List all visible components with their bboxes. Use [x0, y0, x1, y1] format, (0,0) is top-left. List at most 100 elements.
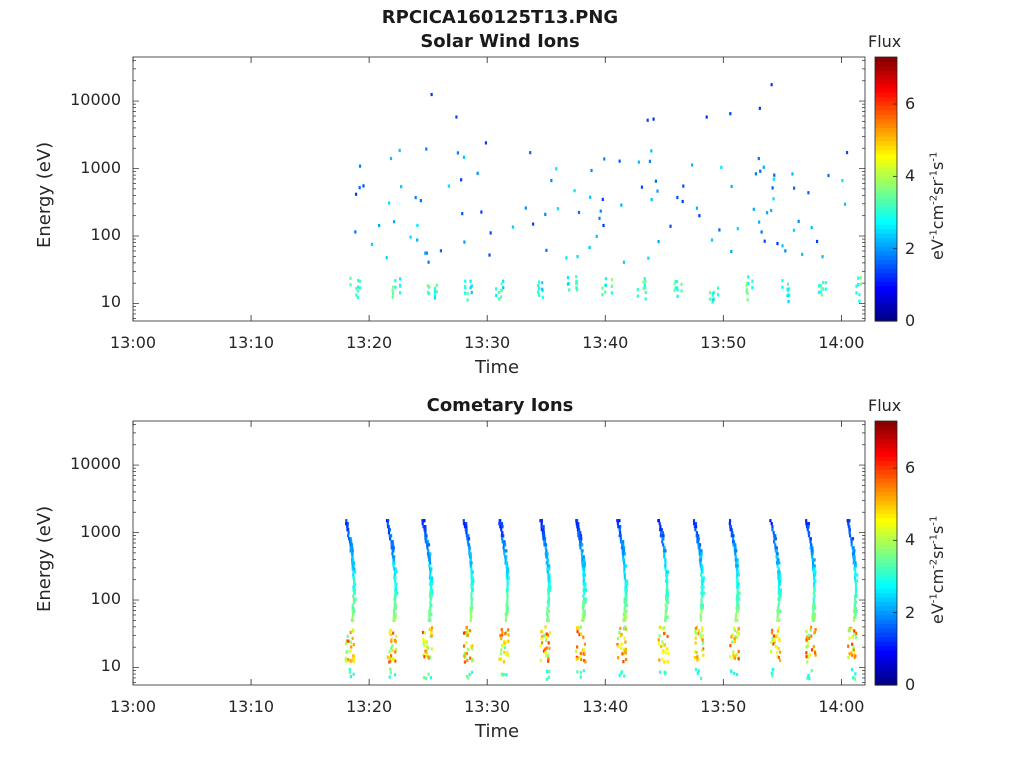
panel2-ci-sweep-cell	[699, 564, 702, 568]
panel1-sw-band-cell	[680, 289, 683, 293]
panel2-ci-sweep-cell	[578, 537, 582, 541]
panel1-sw-sparse-cell	[650, 197, 653, 202]
panel1-sw-sparse-cell	[573, 189, 576, 193]
panel1-ytick-label: 10	[100, 292, 121, 312]
panel2-ci-sweep-cell	[666, 573, 669, 577]
panel1-sw-band-cell	[575, 286, 578, 290]
panel2-ci-sweep-cell	[502, 546, 505, 550]
panel2-ci-sweep-cell	[387, 525, 390, 529]
panel2-ci-tail-cell	[545, 677, 548, 681]
panel2-ci-sweep-cell	[391, 546, 394, 550]
panel2-ci-sweep-cell	[623, 597, 626, 601]
panel1-sw-sparse-cell	[698, 214, 701, 218]
panel1-colorbar-band	[875, 114, 897, 120]
panel2-ci-sweep-cell	[547, 594, 550, 598]
panel2-colorbar-band	[875, 654, 897, 660]
panel2-ci-band-cell	[624, 640, 627, 644]
panel2-ci-band-cell	[659, 644, 663, 649]
panel2-colorbar-band	[875, 544, 897, 550]
panel2-ci-band-cell	[701, 648, 704, 652]
panel2-ci-sweep-cell	[619, 531, 622, 535]
panel2-ci-band-cell	[771, 628, 774, 632]
panel2-ci-sweep-cell	[736, 573, 739, 577]
panel1-sw-band-cell	[676, 294, 679, 298]
panel1-ytick-label: 100	[90, 225, 121, 244]
panel1-sw-band-cell	[568, 281, 571, 286]
panel2-ci-band-cell	[848, 627, 851, 631]
panel1-sw-band-cell	[394, 279, 397, 283]
panel2-ci-sweep-cell	[623, 600, 626, 604]
panel1-sw-band-cell	[359, 286, 362, 290]
panel2-ci-band-cell	[701, 634, 704, 638]
panel2-ci-sweep-cell	[728, 522, 731, 526]
panel2-ci-sweep-cell	[774, 537, 777, 541]
panel2-ci-sweep-cell	[462, 519, 465, 523]
panel2-ci-sweep-cell	[736, 558, 739, 562]
panel2-ci-band-cell	[776, 650, 779, 655]
panel2-ci-sweep-cell	[624, 600, 628, 604]
panel2-ci-band-cell	[661, 657, 664, 661]
panel2-ci-sweep-cell	[776, 612, 779, 616]
panel2-ci-sweep-cell	[470, 561, 473, 565]
panel2-ci-sweep-cell	[777, 600, 781, 604]
panel1-sw-band-cell	[601, 293, 604, 297]
panel2-ci-sweep-cell	[546, 612, 549, 616]
panel2-ci-sweep-cell	[695, 531, 699, 535]
panel2-ci-band-cell	[732, 653, 735, 657]
panel2-ci-sweep-cell	[737, 594, 740, 598]
panel1-colorbar-band	[875, 233, 897, 238]
panel2-ci-band-cell	[471, 657, 474, 662]
panel2-ci-band-cell	[426, 646, 430, 650]
panel2-ci-sweep-cell	[737, 585, 740, 589]
panel2-xtick-label: 13:40	[582, 697, 629, 716]
panel2-ci-sweep-cell	[393, 561, 396, 565]
panel2-ci-band-cell	[814, 627, 817, 632]
panel2-ci-sweep-cell	[623, 609, 626, 613]
panel2-ci-band-cell	[501, 631, 504, 635]
panel2-ci-sweep-cell	[771, 528, 774, 532]
panel2-ci-band-cell	[422, 638, 425, 642]
panel1-sw-band-cell	[859, 282, 862, 286]
panel2-ci-sweep-cell	[393, 600, 397, 604]
panel2-ci-sweep-cell	[500, 522, 504, 526]
panel2-ci-sweep-cell	[499, 525, 503, 529]
panel2-ci-sweep-cell	[576, 528, 580, 532]
panel2-ci-band-cell	[806, 643, 809, 647]
panel2-ci-tail-cell	[422, 676, 426, 680]
panel2-ci-sweep-cell	[394, 603, 397, 607]
panel2-ci-sweep-cell	[735, 576, 739, 580]
panel1-colorbar-band	[875, 202, 897, 208]
panel2-ci-band-cell	[465, 651, 468, 656]
panel2-ci-sweep-cell	[698, 558, 701, 562]
panel2-ci-sweep-cell	[811, 549, 814, 553]
panel1-sw-band-cell	[751, 279, 754, 283]
panel2-ci-sweep-cell	[811, 552, 814, 556]
panel2-colorbar-band	[875, 601, 897, 607]
panel2-ci-sweep-cell	[625, 603, 629, 607]
panel2-ci-sweep-cell	[430, 579, 434, 583]
panel1-sw-band-cell	[466, 298, 469, 302]
panel2-ci-sweep-cell	[347, 534, 350, 538]
panel2-ci-sweep-cell	[624, 564, 628, 568]
panel2-ci-band-cell	[625, 657, 628, 662]
panel2-ci-sweep-cell	[546, 606, 549, 610]
panel1-sw-sparse-cell	[545, 248, 548, 252]
panel2-ci-sweep-cell	[506, 591, 509, 595]
panel1-sw-band-cell	[644, 279, 647, 284]
panel1-sw-band-cell	[500, 282, 503, 286]
panel1-colorbar-band	[875, 211, 897, 216]
panel1-colorbar-band	[875, 206, 897, 212]
panel1-sw-sparse-cell	[595, 234, 598, 239]
panel2-ci-tail-cell	[579, 675, 582, 679]
panel1-sw-sparse-cell	[815, 239, 819, 244]
panel2-ci-sweep-cell	[701, 582, 704, 586]
panel2-ci-band-cell	[546, 654, 550, 658]
panel1-sw-sparse-cell	[556, 207, 559, 211]
panel1-sw-band-cell	[676, 288, 679, 292]
panel2-ci-sweep-cell	[848, 525, 851, 529]
panel2-colorbar-tick-label: 4	[905, 530, 916, 550]
panel2-ci-band-cell	[850, 653, 854, 657]
panel2-ci-band-cell	[777, 646, 780, 651]
panel2-colorbar-band	[875, 561, 897, 567]
panel2-ci-sweep-cell	[468, 546, 471, 550]
